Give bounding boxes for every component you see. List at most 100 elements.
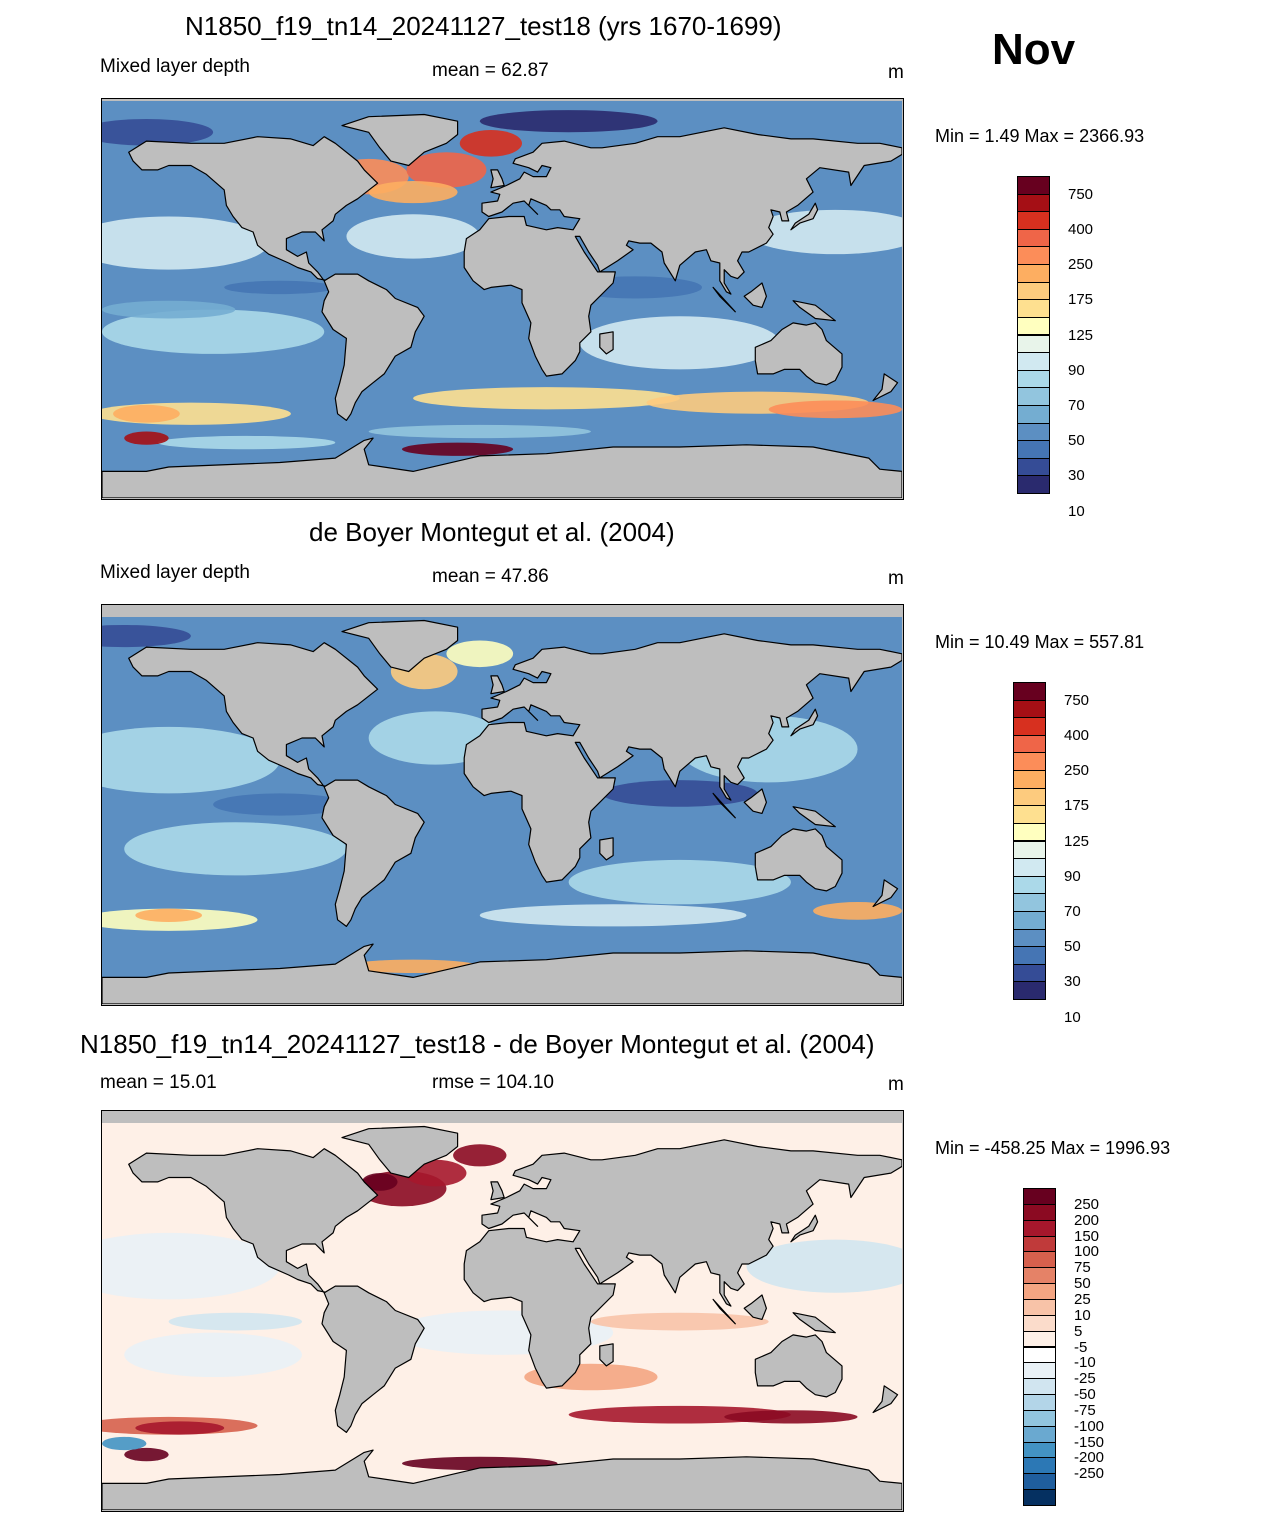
landmass bbox=[792, 300, 836, 322]
colorbar-label: 30 bbox=[1068, 467, 1085, 485]
field-contour bbox=[213, 793, 347, 816]
colorbar-label: -100 bbox=[1074, 1417, 1105, 1435]
panel-3-title: N1850_f19_tn14_20241127_test18 - de Boye… bbox=[80, 1029, 875, 1059]
colorbar-swatch bbox=[1013, 875, 1046, 895]
landmass bbox=[463, 1139, 902, 1389]
field-contour bbox=[579, 316, 780, 370]
field-contour bbox=[568, 859, 791, 905]
landmass bbox=[128, 1148, 379, 1294]
landmass bbox=[463, 127, 902, 377]
colorbar-label: 75 bbox=[1074, 1259, 1091, 1277]
panel-2-mean-label: mean = 47.86 bbox=[432, 566, 549, 587]
colorbar-label: -250 bbox=[1074, 1465, 1105, 1483]
landmass bbox=[599, 331, 614, 355]
colorbar-swatch bbox=[1017, 422, 1050, 442]
landmass bbox=[490, 1181, 505, 1201]
landmass bbox=[321, 273, 425, 421]
colorbar-swatch bbox=[1023, 1235, 1056, 1253]
colorbar-swatch bbox=[1017, 281, 1050, 301]
colorbar-label: -200 bbox=[1074, 1449, 1105, 1467]
field-contour bbox=[453, 1144, 507, 1167]
colorbar-label: 175 bbox=[1068, 291, 1094, 309]
field-contour bbox=[402, 442, 514, 456]
landmass bbox=[102, 1449, 902, 1510]
colorbar-label: 50 bbox=[1064, 938, 1081, 956]
field-contour bbox=[102, 1232, 280, 1300]
field-contour bbox=[135, 908, 202, 922]
colorbar-swatch bbox=[1017, 211, 1050, 230]
field-contour bbox=[135, 1421, 225, 1435]
colorbar-swatch bbox=[1017, 316, 1050, 336]
colorbar-label: 10 bbox=[1074, 1306, 1091, 1324]
colorbar-swatch bbox=[1023, 1394, 1056, 1411]
panel-1-units: m bbox=[888, 62, 904, 83]
landmass bbox=[754, 1334, 843, 1398]
field-contour bbox=[124, 431, 169, 445]
colorbar-swatch bbox=[1013, 928, 1046, 948]
colorbar-label: -150 bbox=[1074, 1433, 1105, 1451]
colorbar-swatch bbox=[1023, 1473, 1056, 1491]
landmass bbox=[790, 708, 819, 737]
colorbar-label: 50 bbox=[1074, 1275, 1091, 1293]
colorbar-swatch bbox=[1017, 228, 1050, 248]
landmass bbox=[792, 1312, 836, 1334]
field-contour bbox=[479, 904, 747, 927]
colorbar-swatch bbox=[1013, 893, 1046, 912]
missing-data-region bbox=[102, 605, 902, 617]
colorbar-swatch bbox=[1017, 475, 1050, 494]
field-contour bbox=[406, 152, 487, 188]
colorbar-swatch bbox=[1017, 299, 1050, 318]
colorbar-swatch bbox=[1013, 752, 1046, 772]
panel-1-title: N1850_f19_tn14_20241127_test18 (yrs 1670… bbox=[185, 11, 782, 41]
colorbar-swatch bbox=[1017, 457, 1050, 477]
colorbar-swatch bbox=[1013, 717, 1046, 736]
colorbar-label: 125 bbox=[1064, 832, 1090, 850]
colorbar-label: -10 bbox=[1074, 1354, 1096, 1372]
colorbar-swatch bbox=[1017, 193, 1050, 213]
panel-2-units: m bbox=[888, 568, 904, 589]
field-contour bbox=[590, 1312, 769, 1331]
landmass bbox=[341, 1125, 459, 1179]
colorbar-label: -25 bbox=[1074, 1370, 1096, 1388]
colorbar-label: -5 bbox=[1074, 1338, 1088, 1356]
colorbar-swatch bbox=[1013, 822, 1046, 842]
colorbar-swatch bbox=[1023, 1441, 1056, 1459]
colorbar-swatch bbox=[1013, 963, 1046, 983]
panel-1-map bbox=[101, 98, 904, 500]
colorbar-swatch bbox=[1023, 1188, 1056, 1205]
landmass bbox=[743, 282, 768, 308]
landmass bbox=[321, 1285, 425, 1433]
colorbar-swatch bbox=[1017, 352, 1050, 371]
colorbar-swatch bbox=[1013, 734, 1046, 754]
colorbar-label: 750 bbox=[1068, 185, 1094, 203]
colorbar-label: 90 bbox=[1064, 867, 1081, 885]
colorbar-swatch bbox=[1017, 334, 1050, 354]
month-label: Nov bbox=[992, 25, 1076, 74]
colorbar-swatch bbox=[1013, 981, 1046, 1000]
landmass bbox=[872, 373, 899, 402]
colorbar-swatch bbox=[1013, 858, 1046, 877]
panel-1-minmax: Min = 1.49 Max = 2366.93 bbox=[935, 126, 1145, 146]
landmass bbox=[341, 113, 459, 167]
colorbar-swatch bbox=[1017, 176, 1050, 195]
field-contour bbox=[459, 130, 522, 157]
colorbar-swatch bbox=[1013, 682, 1046, 701]
field-contour bbox=[102, 624, 191, 648]
panel-1-mean-label: mean = 62.87 bbox=[432, 60, 549, 81]
colorbar-swatch bbox=[1017, 264, 1050, 283]
landmass bbox=[599, 837, 614, 861]
colorbar-label: 250 bbox=[1074, 1195, 1100, 1213]
field-contour bbox=[157, 435, 336, 450]
colorbar-swatch bbox=[1023, 1267, 1056, 1285]
landmass bbox=[712, 286, 736, 313]
colorbar-label: 10 bbox=[1068, 502, 1085, 520]
field-contour bbox=[102, 216, 269, 270]
colorbar-label: -75 bbox=[1074, 1401, 1096, 1419]
colorbar-swatch bbox=[1013, 910, 1046, 930]
colorbar-swatch bbox=[1013, 840, 1046, 860]
colorbar-swatch bbox=[1023, 1489, 1056, 1506]
field-contour bbox=[113, 404, 180, 423]
colorbar-swatch bbox=[1013, 946, 1046, 965]
panel-3-units: m bbox=[888, 1074, 904, 1095]
colorbar-swatch bbox=[1023, 1330, 1056, 1348]
